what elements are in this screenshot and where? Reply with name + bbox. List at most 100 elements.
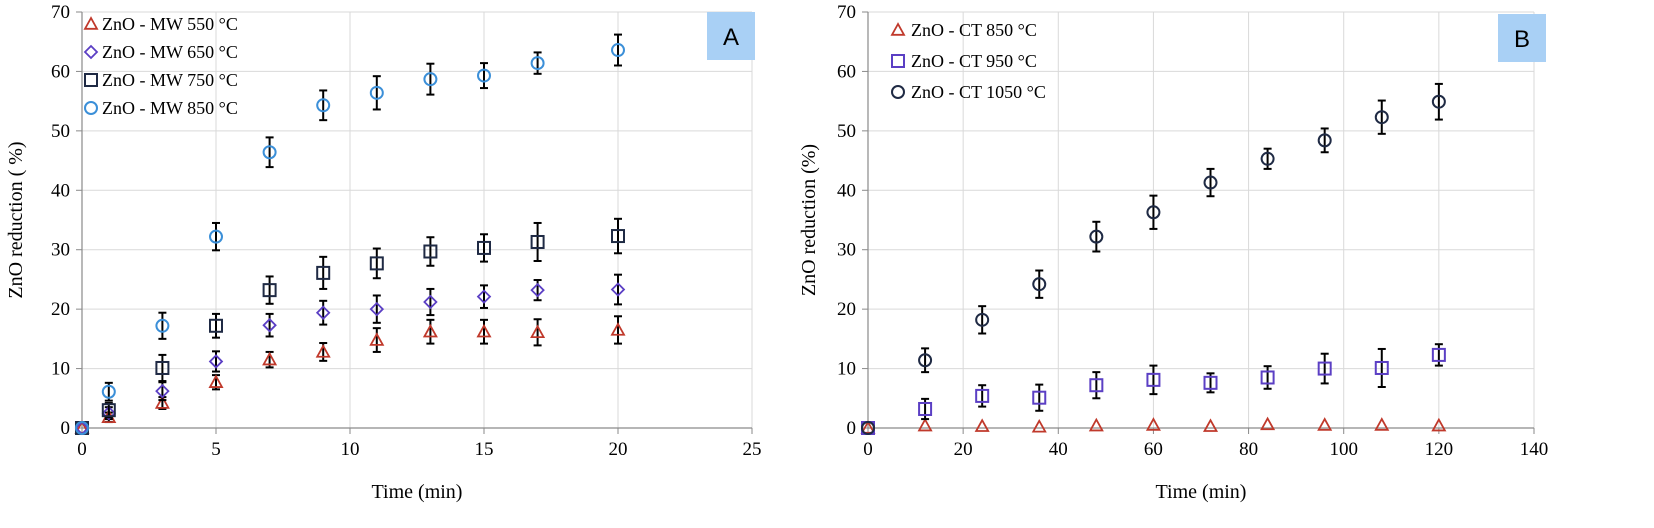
data-point-circle (101, 384, 116, 399)
error-bar (921, 347, 930, 374)
data-point-square (1260, 370, 1275, 385)
error-bar (1092, 220, 1101, 253)
error-bar (1320, 127, 1329, 154)
error-bar (1377, 99, 1386, 135)
data-point-triangle (262, 351, 278, 366)
data-point-circle (369, 85, 384, 100)
data-point-square (423, 244, 438, 259)
error-bar (921, 397, 930, 421)
data-point-triangle (369, 332, 385, 346)
chart-panel-a: 0 5 10 15 20 25 0 10 20 30 40 50 60 70 Time (min) ZnO r… (5, 2, 762, 503)
data-point-circle (155, 318, 170, 333)
data-point-circle (316, 98, 331, 113)
y-tick-label: 70 (837, 2, 856, 23)
data-point-diamond (610, 282, 626, 297)
legend-label: ZnO - MW 850 °C (102, 98, 238, 118)
panel-label: A (723, 24, 739, 51)
x-tick-label: 5 (211, 439, 221, 460)
y-tick-label: 60 (837, 61, 856, 82)
x-tick-label: 140 (1520, 439, 1549, 460)
data-point-circle (1431, 94, 1446, 109)
error-bar (158, 311, 167, 340)
y-tick-label: 10 (51, 359, 70, 380)
error-bar (614, 33, 622, 67)
x-tick-label: 20 (954, 439, 973, 460)
error-bar (372, 294, 381, 324)
data-point-square (918, 401, 933, 416)
error-bar (104, 402, 113, 419)
error-bar (319, 299, 328, 326)
x-axis-title: Time (min) (372, 481, 463, 503)
data-point-triangle (1260, 416, 1276, 431)
y-tick-label: 30 (51, 240, 70, 261)
data-point-diamond (476, 289, 492, 304)
y-tick-label: 30 (837, 240, 856, 261)
data-point-diamond (423, 294, 438, 310)
y-tick-label: 20 (51, 299, 70, 320)
x-tick-label: 60 (1144, 439, 1163, 460)
data-point-circle (1260, 151, 1275, 166)
y-tick-label: 70 (51, 2, 70, 23)
error-bar (372, 75, 381, 111)
error-bar (1434, 343, 1443, 367)
data-point-triangle (476, 323, 492, 338)
x-tick-label: 25 (743, 439, 762, 460)
data-point-diamond (315, 305, 331, 320)
data-point-circle (75, 421, 89, 435)
error-bar (480, 318, 488, 345)
data-point-square (1032, 390, 1047, 405)
data-point-diamond (369, 301, 385, 317)
y-axis-title: ZnO reduction (%) (798, 144, 820, 296)
legend-triangle-icon (890, 22, 906, 36)
error-bar (265, 312, 274, 338)
legend-label: ZnO - MW 750 °C (102, 70, 238, 90)
data-point-diamond (101, 405, 117, 421)
data-point-triangle (610, 322, 626, 336)
error-bar (1377, 347, 1386, 388)
y-tick-label: 40 (837, 180, 856, 201)
data-point-circle (530, 56, 545, 71)
data-point-square (1317, 361, 1332, 376)
data-point-diamond (530, 282, 545, 298)
data-point-square (101, 403, 116, 418)
data-point-square (155, 360, 170, 375)
legend-label: ZnO - CT 950 °C (911, 51, 1037, 71)
data-point-square (316, 265, 331, 280)
data-point-circle (611, 43, 625, 58)
data-point-triangle (917, 417, 933, 432)
error-bar (614, 217, 622, 255)
legend-circle-icon (84, 101, 98, 115)
data-point-triangle (154, 395, 170, 409)
data-point-circle (1032, 277, 1047, 292)
error-bar (372, 247, 381, 280)
data-point-square (975, 388, 990, 403)
data-point-square (1374, 360, 1389, 375)
y-tick-label: 50 (51, 121, 70, 142)
y-tick-label: 0 (61, 418, 71, 439)
y-tick-label: 20 (837, 299, 856, 320)
error-bar (1206, 167, 1215, 198)
panel-label-box (707, 12, 755, 60)
data-point-circle (1203, 175, 1218, 190)
error-bar (480, 284, 488, 309)
y-tick-label: 50 (837, 121, 856, 142)
x-tick-label: 40 (1049, 439, 1068, 460)
data-point-circle (975, 312, 990, 327)
series-0 (74, 315, 626, 434)
data-point-circle (477, 68, 491, 83)
y-tick-label: 40 (51, 180, 70, 201)
data-point-circle (1317, 133, 1332, 148)
data-point-triangle (1431, 417, 1447, 432)
data-point-triangle (1374, 417, 1390, 431)
error-bar (1263, 147, 1272, 170)
legend-triangle-icon (83, 16, 99, 30)
data-point-triangle (1317, 417, 1333, 431)
x-tick-label: 80 (1239, 439, 1258, 460)
data-point-square (1203, 375, 1218, 390)
data-point-triangle (315, 344, 331, 358)
x-tick-label: 20 (609, 439, 628, 460)
legend: ZnO - CT 850 °C ZnO - CT 950 °C ZnO - CT 1… (890, 20, 1046, 102)
legend-label: ZnO - MW 550 °C (102, 14, 238, 34)
x-tick-label: 120 (1425, 439, 1454, 460)
